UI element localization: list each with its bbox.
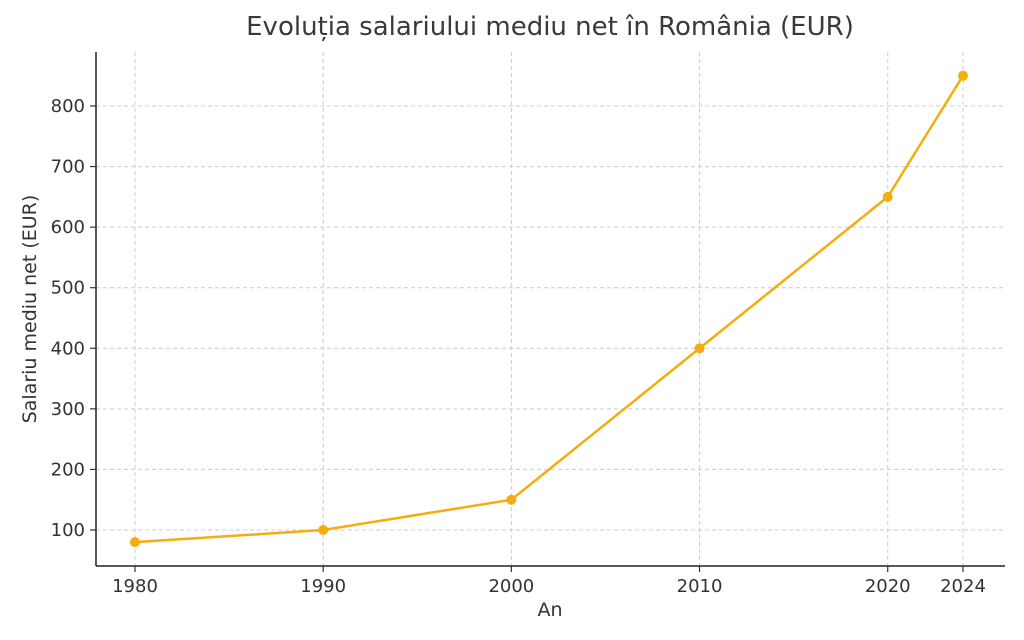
x-tick-label: 1980	[112, 576, 158, 597]
data-point	[958, 70, 968, 81]
data-point	[882, 191, 893, 202]
y-axis-ticks: 100 200 300 400 500 600 700 800	[51, 96, 96, 541]
y-tick-label: 400	[51, 338, 85, 359]
data-point	[506, 494, 517, 505]
x-tick-label: 2020	[865, 576, 911, 597]
series-line	[134, 75, 965, 544]
x-tick-label: 2010	[677, 576, 723, 597]
axes	[95, 52, 1005, 567]
y-tick-label: 200	[51, 459, 85, 480]
series	[130, 70, 968, 548]
data-point	[130, 537, 140, 548]
y-tick-label: 100	[51, 520, 85, 541]
x-tick-label: 2024	[940, 576, 986, 597]
x-tick-label: 2000	[488, 576, 534, 597]
y-tick-label: 600	[51, 217, 85, 238]
y-tick-label: 700	[51, 157, 85, 178]
data-point	[318, 525, 329, 535]
y-tick-label: 800	[51, 96, 85, 117]
x-axis-label: An	[537, 599, 562, 621]
x-axis-ticks: 1980 1990 2000 2010 2020 2024	[112, 566, 986, 597]
x-tick-label: 1990	[300, 576, 346, 597]
data-point	[694, 343, 705, 354]
y-tick-label: 300	[51, 399, 85, 420]
chart-title: Evoluția salariului mediu net în România…	[246, 12, 854, 42]
y-axis-label: Salariu mediu net (EUR)	[19, 195, 41, 424]
y-tick-label: 500	[51, 278, 85, 299]
grid	[96, 52, 1005, 566]
